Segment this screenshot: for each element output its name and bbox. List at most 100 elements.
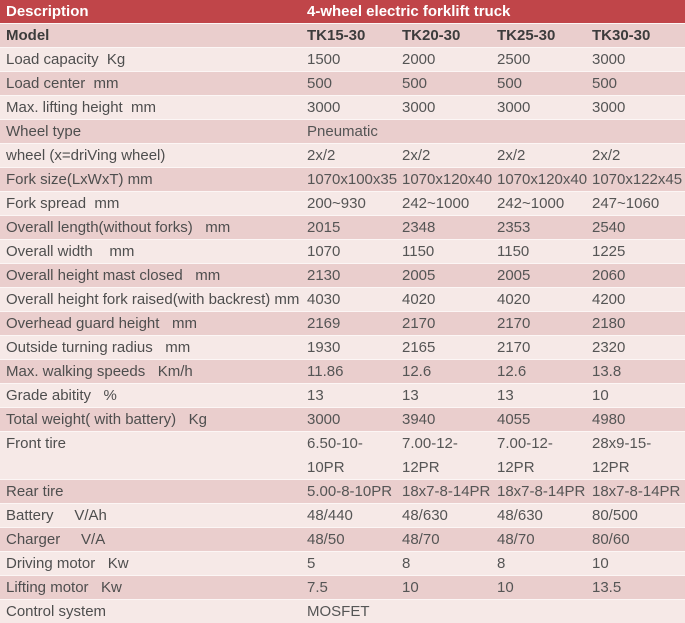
spec-row-value: 2170	[497, 339, 531, 356]
spec-row-value: 2165	[402, 339, 436, 356]
spec-row-value: Pneumatic	[307, 123, 378, 140]
spec-row-label: Max. walking speeds Km/h	[6, 363, 193, 380]
spec-row: Model TK15-30 TK20-30 TK25-30 TK30-30	[0, 23, 685, 47]
spec-row-value: 1150	[497, 243, 530, 260]
spec-row: Lifting motor Kw 7.5 10 10 13.5	[0, 575, 685, 599]
spec-row-value: 10	[592, 387, 609, 404]
spec-row-value: 500	[497, 75, 523, 92]
spec-row-value: 80/60	[592, 531, 630, 548]
spec-row-value: 2x/2	[307, 147, 336, 164]
spec-row-value: 2180	[592, 315, 626, 332]
spec-row-value: 4020	[402, 291, 436, 308]
spec-row-value: 13	[402, 387, 419, 404]
spec-row-value: 4200	[592, 291, 626, 308]
spec-row-label: Model	[6, 27, 50, 44]
spec-row-value: 2x/2	[592, 147, 621, 164]
spec-row-value: 242~1000	[402, 195, 470, 212]
spec-row-value: 2x/2	[497, 147, 526, 164]
spec-row-value: 48/630	[402, 507, 448, 524]
spec-row-value: 7.00-12- 12PR	[402, 435, 458, 476]
spec-row-value: 2320	[592, 339, 626, 356]
spec-row-value: 18x7-8-14PR	[402, 483, 491, 500]
spec-row-value: 242~1000	[497, 195, 565, 212]
spec-row: Fork spread mm 200~930 242~1000 242~1000 247…	[0, 191, 685, 215]
spec-row-value: 1070x100x35	[307, 171, 398, 188]
header-product-title: 4-wheel electric forklift truck	[307, 3, 511, 20]
spec-row-value: 8	[402, 555, 411, 572]
spec-row-value: 1225	[592, 243, 626, 260]
spec-row-value: TK15-30	[307, 27, 366, 44]
spec-row-value: 2348	[402, 219, 436, 236]
spec-row-value: 2170	[402, 315, 436, 332]
spec-row-value: 48/630	[497, 507, 543, 524]
spec-row-value: 18x7-8-14PR	[592, 483, 681, 500]
spec-row-value: 1070x120x40	[497, 171, 588, 188]
spec-row-value: 10	[402, 579, 419, 596]
spec-row: Overall width mm 1070 1150 1150 1225	[0, 239, 685, 263]
spec-row-value: 3000	[592, 99, 626, 116]
spec-row-label: Overhead guard height mm	[6, 315, 197, 332]
spec-row: Overhead guard height mm 2169 2170 2170 2180	[0, 311, 685, 335]
spec-row-label: Rear tire	[6, 483, 64, 500]
spec-row: Driving motor Kw 5 8 8 10	[0, 551, 685, 575]
spec-row-value: 2130	[307, 267, 341, 284]
table-body: Model TK15-30 TK20-30 TK25-30 TK30-30 Load ca…	[0, 23, 685, 623]
spec-row-label: Outside turning radius mm	[6, 339, 191, 356]
spec-row-value: 7.5	[307, 579, 328, 596]
spec-row-value: 1500	[307, 51, 341, 68]
spec-row-value: 2000	[402, 51, 436, 68]
spec-row: Control system MOSFET	[0, 599, 685, 623]
spec-row-label: Total weight( with battery) Kg	[6, 411, 207, 428]
spec-row-value: 2005	[402, 267, 436, 284]
spec-row: Front tire 6.50-10- 10PR 7.00-12- 12PR 7.00…	[0, 431, 685, 479]
spec-row-value: 11.86	[307, 363, 344, 380]
spec-row-value: 2540	[592, 219, 626, 236]
spec-row-value: 48/70	[402, 531, 440, 548]
table-header-row: Description 4-wheel electric forklift tr…	[0, 0, 685, 23]
spec-row-label: Grade abitity %	[6, 387, 117, 404]
spec-row-value: 12.6	[402, 363, 432, 380]
spec-row: Overall height fork raised(with backrest…	[0, 287, 685, 311]
spec-row-value: MOSFET	[307, 603, 370, 620]
spec-row-value: 4020	[497, 291, 531, 308]
spec-row-value: 13.5	[592, 579, 622, 596]
spec-row-label: Wheel type	[6, 123, 82, 140]
spec-row-value: TK20-30	[402, 27, 461, 44]
spec-row-label: Charger V/A	[6, 531, 106, 548]
spec-row-label: Overall height fork raised(with backrest…	[6, 291, 300, 308]
spec-row-value: 2005	[497, 267, 531, 284]
spec-row-label: Driving motor Kw	[6, 555, 129, 572]
spec-row: Load capacity Kg 1500 2000 2500 3000	[0, 47, 685, 71]
spec-row: Charger V/A 48/50 48/70 48/70 80/60	[0, 527, 685, 551]
spec-row-value: 5.00-8-10PR	[307, 483, 393, 500]
spec-row-value: 500	[592, 75, 618, 92]
spec-row: Outside turning radius mm 1930 2165 2170 232…	[0, 335, 685, 359]
spec-row-value: 3000	[307, 99, 341, 116]
spec-row-value: 13	[307, 387, 324, 404]
spec-row-label: Front tire	[6, 435, 67, 452]
spec-row-value: 3000	[497, 99, 531, 116]
spec-row: Grade abitity % 13 13 13 10	[0, 383, 685, 407]
spec-row-value: TK25-30	[497, 27, 556, 44]
spec-row-value: 3000	[592, 51, 626, 68]
spec-row-value: 3000	[307, 411, 341, 428]
spec-row-value: 500	[307, 75, 333, 92]
spec-row-label: wheel (x=driVing wheel)	[6, 147, 166, 164]
spec-row: Overall height mast closed mm 2130 2005 200…	[0, 263, 685, 287]
spec-row-label: Max. lifting height mm	[6, 99, 157, 116]
spec-row-value: 1070x120x40	[402, 171, 493, 188]
spec-row-label: Overall length(without forks) mm	[6, 219, 231, 236]
spec-row-value: 1150	[402, 243, 435, 260]
spec-row-label: Fork size(LxWxT) mm	[6, 171, 153, 188]
spec-row-value: 2170	[497, 315, 531, 332]
spec-row-value: 4030	[307, 291, 341, 308]
spec-row: Fork size(LxWxT) mm 1070x100x35 1070x120x4…	[0, 167, 685, 191]
spec-row: Rear tire 5.00-8-10PR 18x7-8-14PR 18x7-8-14…	[0, 479, 685, 503]
spec-row: Battery V/Ah 48/440 48/630 48/630 80/500	[0, 503, 685, 527]
spec-row-label: Overall height mast closed mm	[6, 267, 221, 284]
spec-row-value: 1070	[307, 243, 341, 260]
spec-row-value: 10	[592, 555, 609, 572]
spec-row-value: 2169	[307, 315, 341, 332]
spec-row-value: 6.50-10- 10PR	[307, 435, 363, 476]
